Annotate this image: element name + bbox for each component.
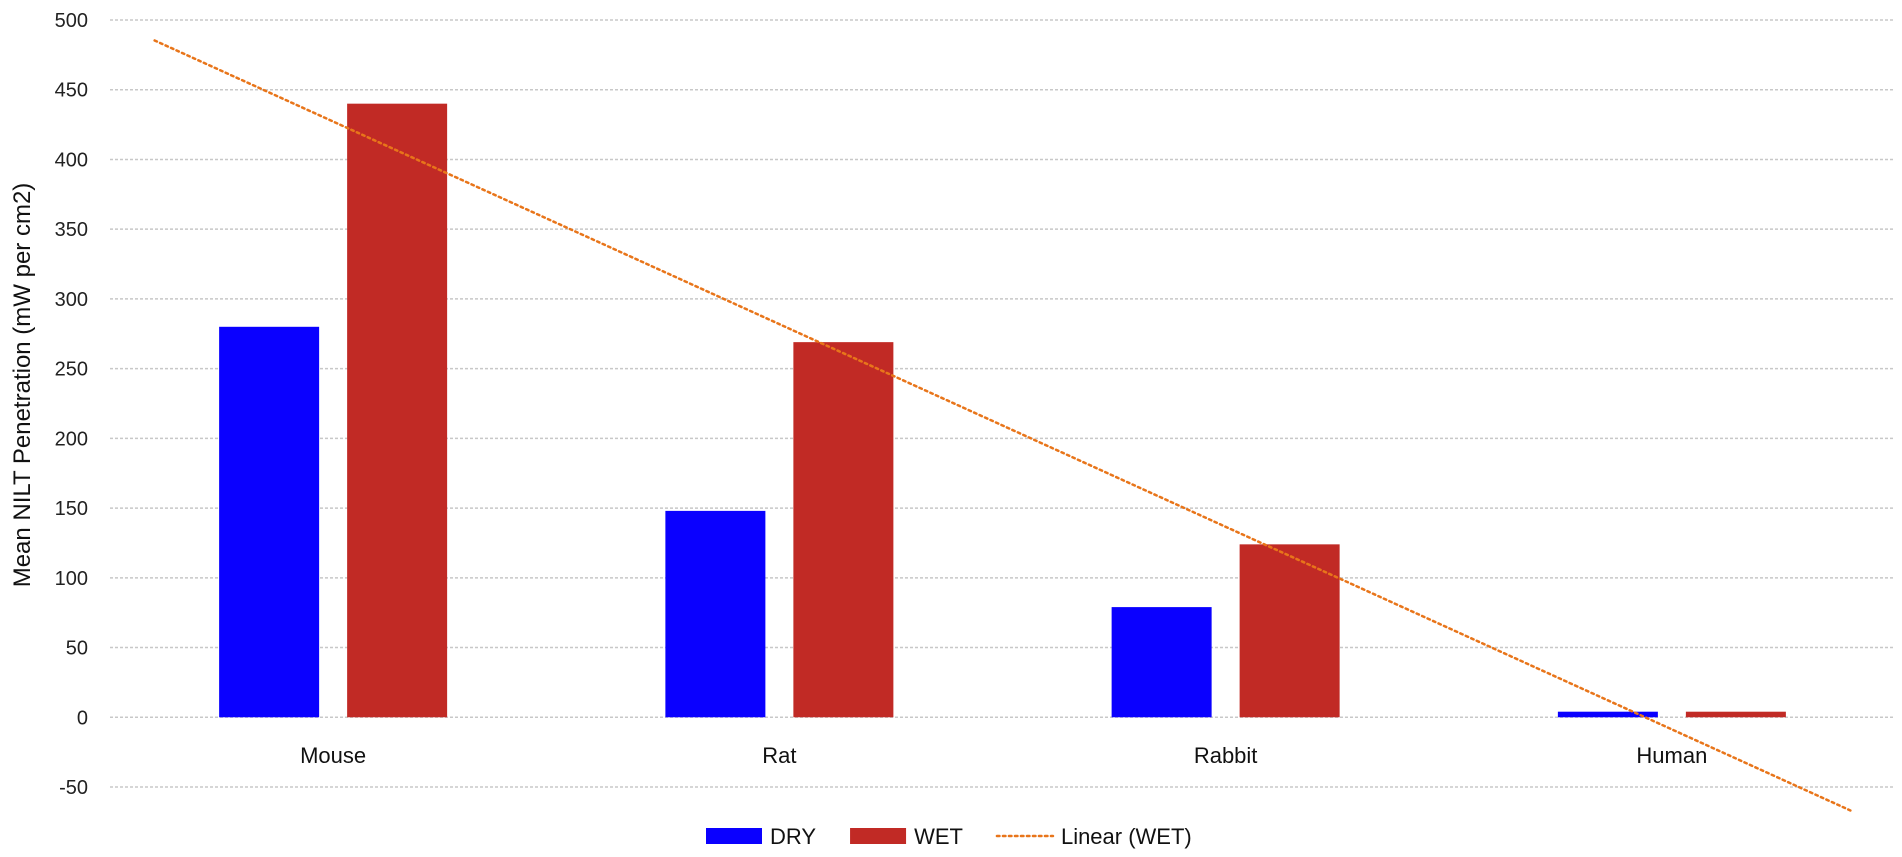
bar-dry-rabbit [1111,607,1212,718]
x-category-label: Mouse [300,743,366,768]
y-tick-label: 0 [77,707,88,729]
legend-item-linear-wet: Linear (WET) [995,824,1192,849]
x-category-label: Rat [762,743,796,768]
bar-wet-human [1685,711,1786,718]
bar-wet-rabbit [1239,544,1340,718]
legend-label: DRY [770,824,816,849]
legend-label: Linear (WET) [1061,824,1192,849]
y-tick-label: 250 [55,359,88,381]
x-category-label: Human [1636,743,1707,768]
y-axis-title: Mean NILT Penetration (mW per cm2) [9,183,36,588]
y-tick-label: 450 [55,80,88,102]
bar-dry-rat [665,510,766,718]
y-tick-label: -50 [59,777,88,799]
y-tick-label: 50 [66,638,88,660]
x-axis-category-labels: Mouse Rat Rabbit Human [300,743,1707,768]
y-tick-label: 300 [55,289,88,311]
y-tick-label: 500 [55,10,88,32]
x-category-label: Rabbit [1194,743,1258,768]
bar-dry-mouse [219,326,320,718]
trendline [153,39,1852,812]
bar-wet-mouse [347,103,448,718]
bars [219,103,1786,718]
legend: DRY WET Linear (WET) [706,824,1192,849]
trendline-group [153,39,1852,812]
y-tick-label: 150 [55,498,88,520]
bar-wet-rat [793,342,894,718]
legend-item-dry: DRY [706,824,816,849]
legend-swatch [850,828,907,844]
y-tick-label: 400 [55,149,88,171]
y-axis-tick-labels: -50 0 50 100 150 200 250 300 350 400 450 500 [55,10,88,799]
legend-item-wet: WET [850,824,963,849]
y-tick-label: 200 [55,428,88,450]
y-tick-label: 350 [55,219,88,241]
legend-swatch [706,828,762,844]
legend-label: WET [914,824,963,849]
bar-dry-human [1557,711,1658,718]
y-tick-label: 100 [55,568,88,590]
